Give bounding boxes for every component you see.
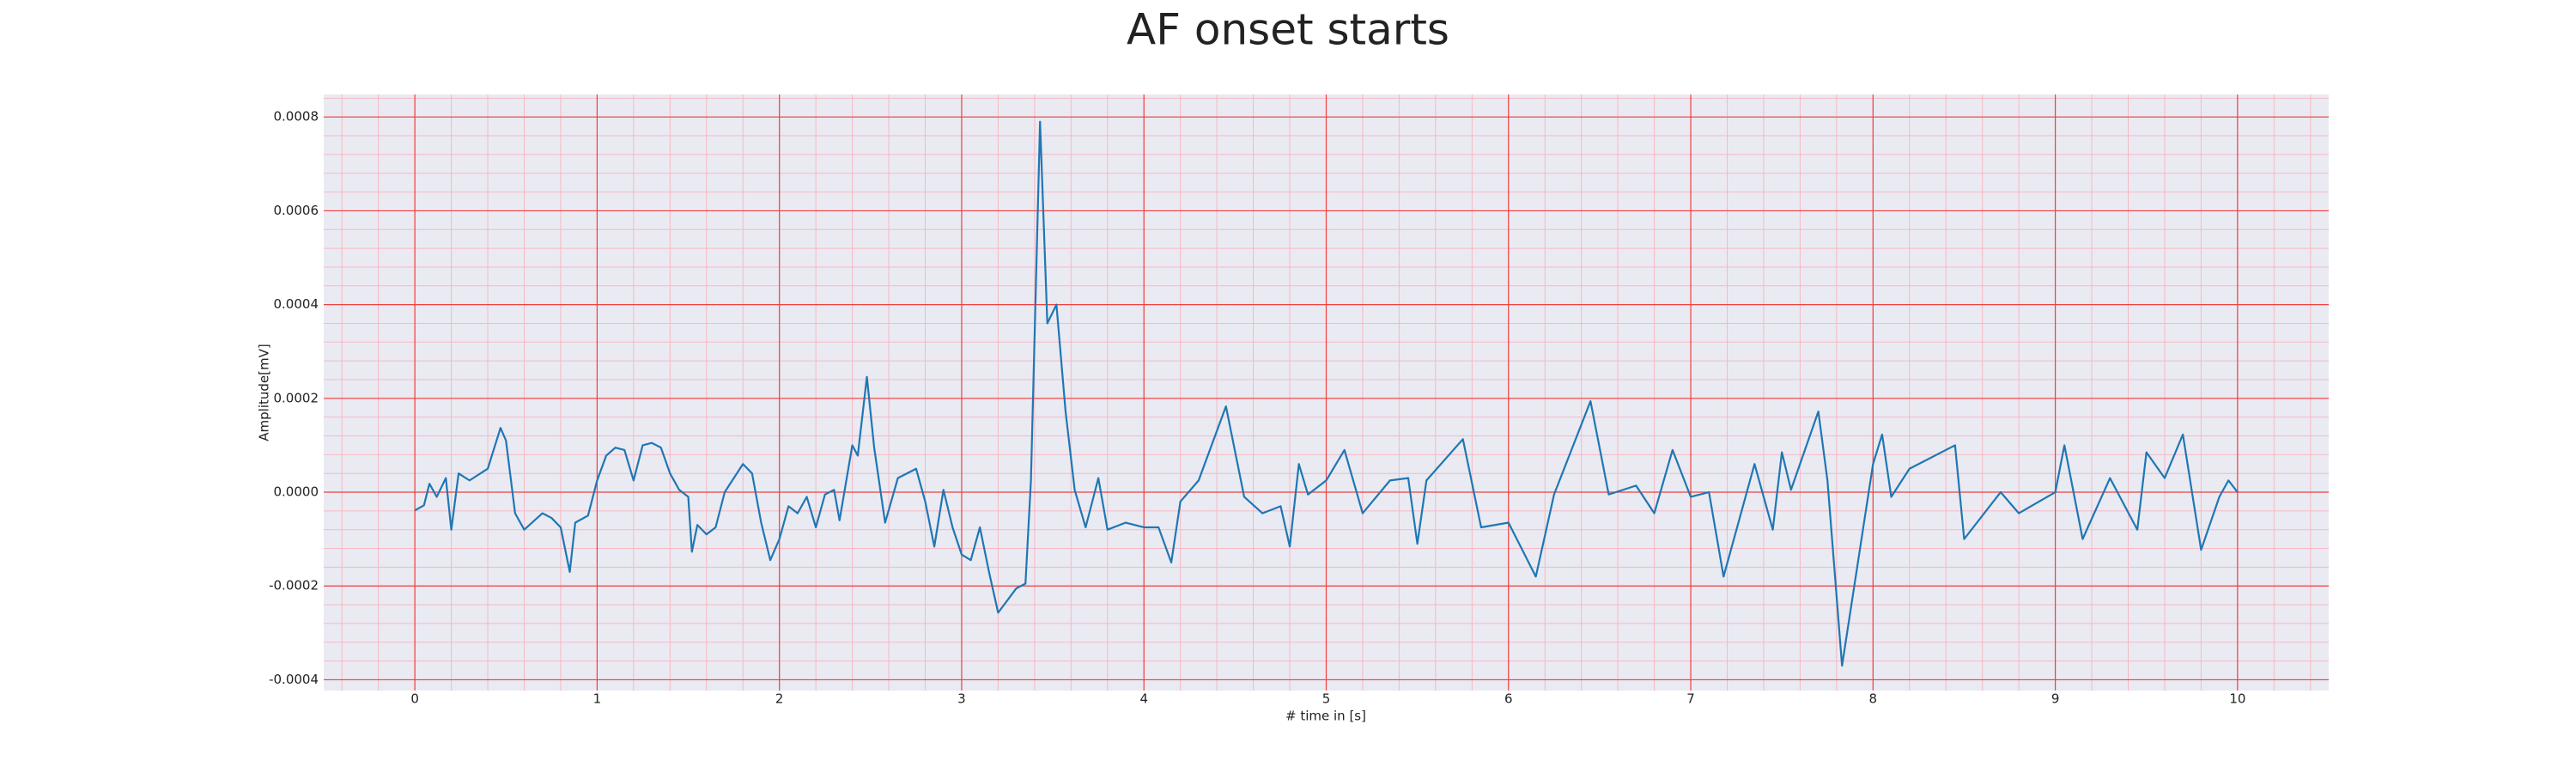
y-tick-label: -0.0002 bbox=[269, 578, 319, 593]
signal-line bbox=[414, 120, 2239, 667]
y-axis-label: Amplitude[mV] bbox=[257, 344, 272, 441]
chart-title: AF onset starts bbox=[1127, 5, 1449, 55]
x-tick-label: 6 bbox=[1504, 691, 1513, 707]
x-tick-label: 8 bbox=[1869, 691, 1878, 707]
y-tick-label: 0.0008 bbox=[274, 109, 319, 125]
x-tick-label: 4 bbox=[1139, 691, 1148, 707]
x-tick-label: 3 bbox=[957, 691, 966, 707]
x-tick-label: 9 bbox=[2051, 691, 2060, 707]
y-tick-label: 0.0002 bbox=[274, 390, 319, 405]
x-tick-label: 0 bbox=[410, 691, 419, 707]
x-tick-label: 1 bbox=[593, 691, 602, 707]
y-tick-label: -0.0004 bbox=[269, 672, 319, 687]
x-tick-label: 2 bbox=[775, 691, 784, 707]
y-tick-label: 0.0006 bbox=[274, 203, 319, 218]
x-axis-label: # time in [s] bbox=[1285, 709, 1366, 724]
y-tick-label: 0.0004 bbox=[274, 296, 319, 312]
x-tick-label: 7 bbox=[1686, 691, 1695, 707]
x-tick-label: 10 bbox=[2229, 691, 2245, 707]
x-tick-label: 5 bbox=[1322, 691, 1331, 707]
y-tick-label: 0.0000 bbox=[274, 484, 319, 500]
